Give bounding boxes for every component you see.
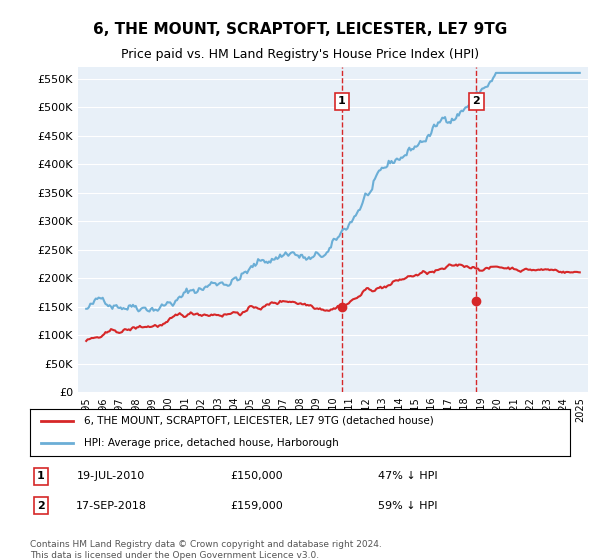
Text: 6, THE MOUNT, SCRAPTOFT, LEICESTER, LE7 9TG: 6, THE MOUNT, SCRAPTOFT, LEICESTER, LE7 … bbox=[93, 22, 507, 38]
Text: 47% ↓ HPI: 47% ↓ HPI bbox=[378, 471, 438, 481]
Text: 19-JUL-2010: 19-JUL-2010 bbox=[77, 471, 145, 481]
Text: 59% ↓ HPI: 59% ↓ HPI bbox=[378, 501, 438, 511]
Text: Price paid vs. HM Land Registry's House Price Index (HPI): Price paid vs. HM Land Registry's House … bbox=[121, 48, 479, 60]
Text: 2: 2 bbox=[37, 501, 44, 511]
Text: 6, THE MOUNT, SCRAPTOFT, LEICESTER, LE7 9TG (detached house): 6, THE MOUNT, SCRAPTOFT, LEICESTER, LE7 … bbox=[84, 416, 434, 426]
Text: HPI: Average price, detached house, Harborough: HPI: Average price, detached house, Harb… bbox=[84, 438, 339, 448]
Text: 2: 2 bbox=[472, 96, 480, 106]
Text: 1: 1 bbox=[37, 471, 44, 481]
Text: £159,000: £159,000 bbox=[230, 501, 283, 511]
Text: Contains HM Land Registry data © Crown copyright and database right 2024.
This d: Contains HM Land Registry data © Crown c… bbox=[30, 540, 382, 560]
Text: £150,000: £150,000 bbox=[230, 471, 283, 481]
Text: 17-SEP-2018: 17-SEP-2018 bbox=[76, 501, 146, 511]
Text: 1: 1 bbox=[338, 96, 346, 106]
